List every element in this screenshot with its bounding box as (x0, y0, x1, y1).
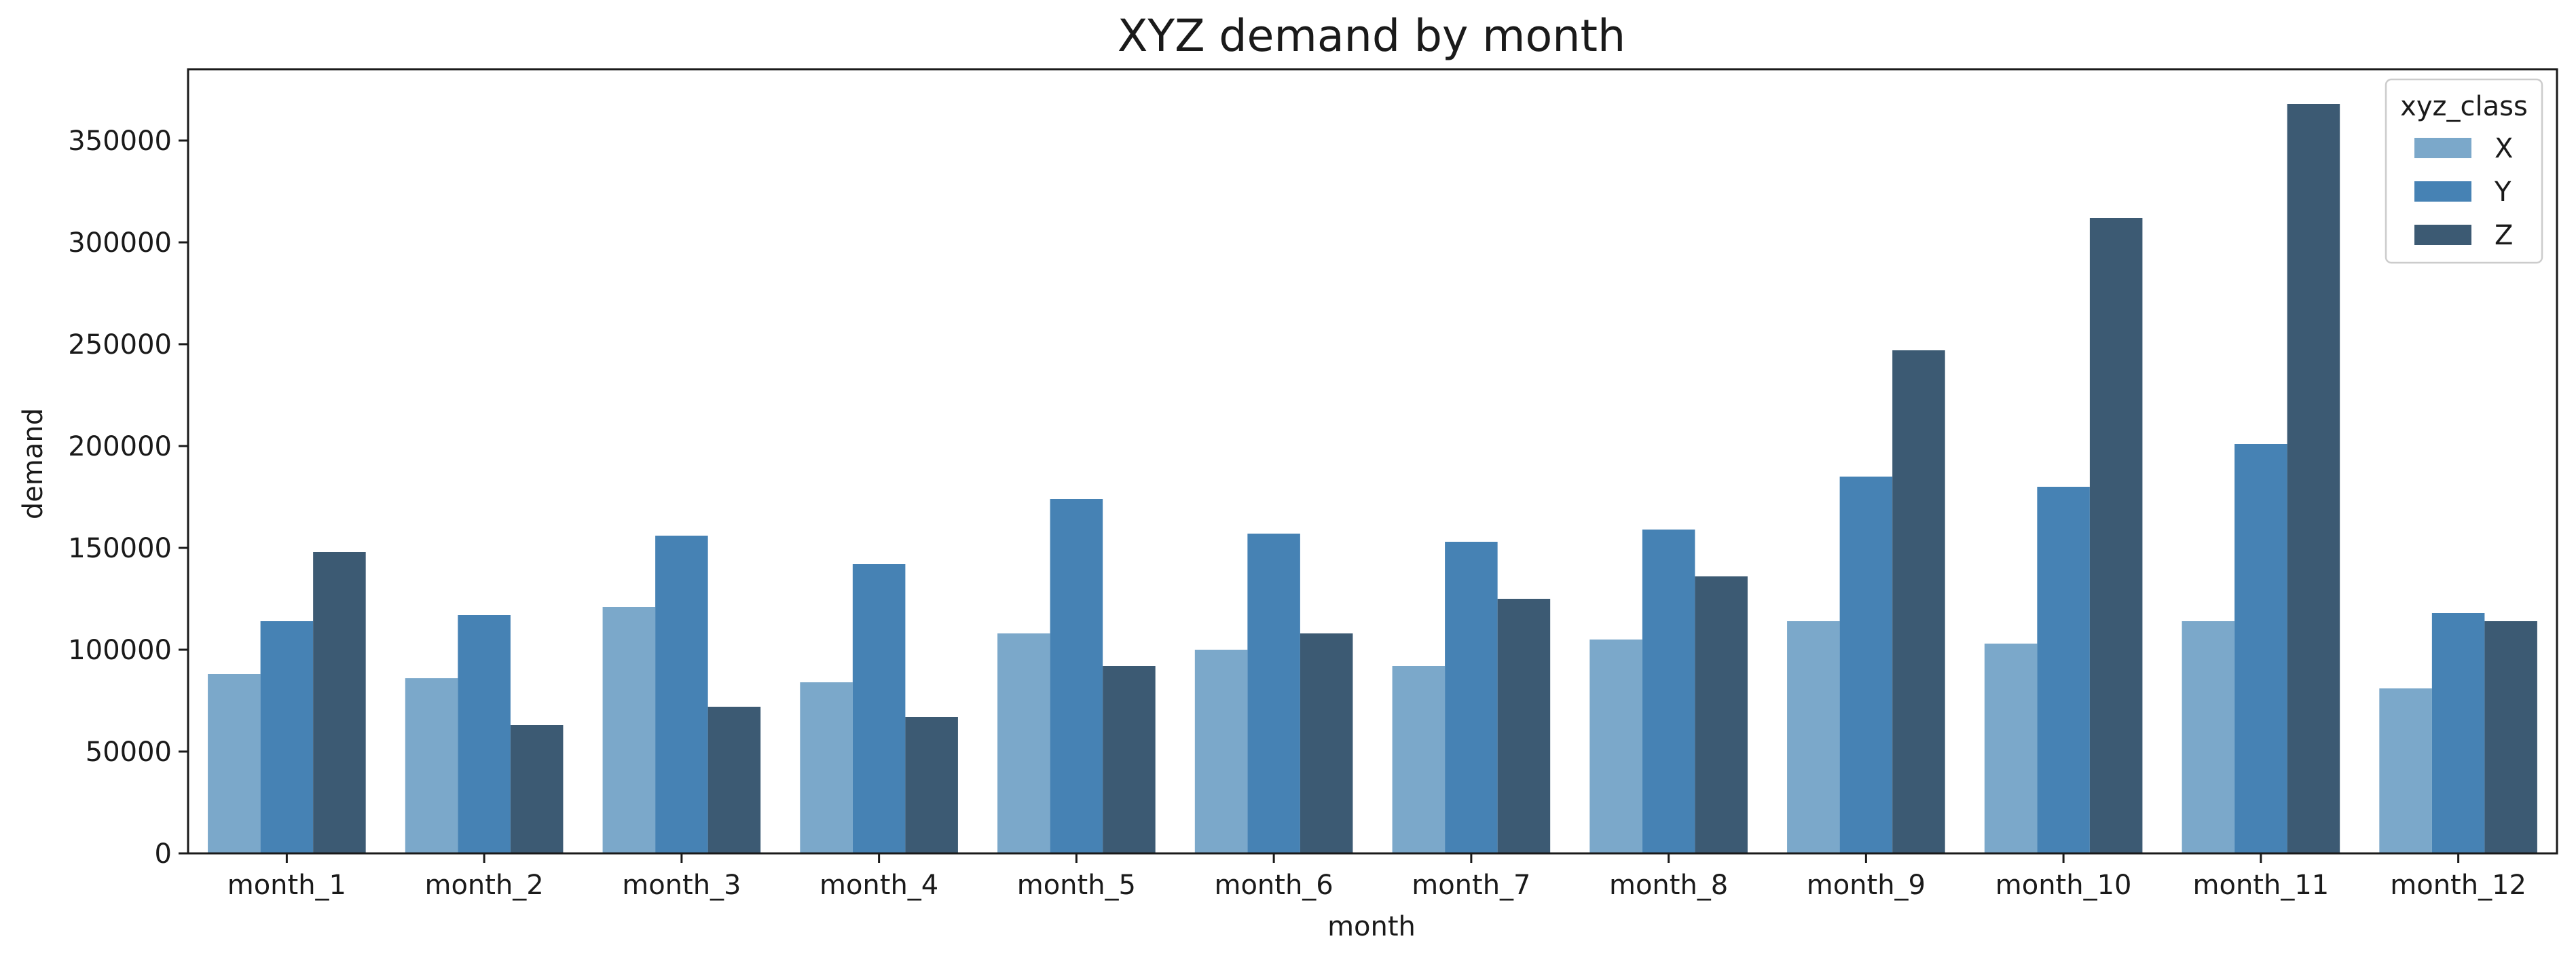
bar-Z-month_5 (1103, 666, 1156, 853)
legend: xyz_class XYZ (2385, 78, 2543, 264)
bar-Z-month_3 (707, 707, 761, 853)
bar-X-month_6 (1194, 650, 1248, 853)
x-tick-label: month_5 (1017, 870, 1136, 901)
x-tick-label: month_11 (2193, 870, 2330, 901)
bar-X-month_1 (208, 674, 261, 853)
x-tick-label: month_2 (424, 870, 543, 901)
x-tick-label: month_8 (1609, 870, 1728, 901)
bar-Y-month_3 (655, 536, 708, 853)
legend-label-Y: Y (2494, 177, 2511, 208)
bar-Z-month_1 (313, 552, 366, 853)
bar-Y-month_10 (2037, 487, 2090, 853)
bar-Y-month_9 (1839, 477, 1893, 853)
bar-Y-month_6 (1247, 534, 1300, 853)
bar-X-month_5 (997, 633, 1050, 853)
bar-Y-month_1 (260, 621, 314, 853)
x-axis: month_1 month_2 month_3 month_4 month_5 month… (227, 853, 2526, 901)
bar-X-month_12 (2379, 688, 2432, 853)
bar-Z-month_8 (1695, 576, 1748, 853)
x-tick-label: month_10 (1995, 870, 2132, 901)
bar-Z-month_4 (905, 717, 958, 853)
legend-label-Z: Z (2495, 220, 2513, 251)
y-tick-label: 0 (155, 838, 172, 870)
y-tick-label: 350000 (68, 126, 172, 157)
legend-swatch-Y (2414, 181, 2471, 202)
bar-Y-month_12 (2431, 613, 2485, 853)
legend-swatch-X (2414, 138, 2471, 158)
bar-X-month_10 (1984, 644, 2038, 853)
bar-X-month_4 (800, 682, 853, 853)
x-axis-label: month (1327, 911, 1416, 942)
x-tick-label: month_4 (820, 870, 938, 901)
bar-X-month_2 (405, 678, 458, 853)
bar-X-month_9 (1787, 621, 1840, 853)
x-tick-label: month_7 (1412, 870, 1530, 901)
legend-label-X: X (2495, 133, 2513, 164)
x-tick-label: month_9 (1807, 870, 1926, 901)
bar-Z-month_10 (2089, 218, 2143, 853)
y-tick-label: 150000 (68, 533, 172, 564)
bar-Y-month_8 (1642, 530, 1695, 853)
legend-swatch-Z (2414, 225, 2471, 245)
plot-frame (187, 68, 2558, 855)
bar-Y-month_11 (2234, 444, 2287, 853)
x-tick-label: month_6 (1214, 870, 1333, 901)
bar-Y-month_7 (1445, 542, 1498, 853)
y-tick-label: 100000 (68, 635, 172, 666)
bar-Z-month_11 (2287, 104, 2340, 853)
bar-group (208, 104, 2537, 853)
bar-Z-month_2 (510, 725, 564, 853)
legend-box (2385, 78, 2543, 264)
y-tick-label: 200000 (68, 431, 172, 462)
chart-title: XYZ demand by month (1118, 11, 1625, 62)
bar-X-month_3 (602, 607, 656, 853)
y-tick-label: 300000 (68, 227, 172, 259)
legend-title: xyz_class (2400, 91, 2528, 122)
bar-Z-month_6 (1300, 633, 1353, 853)
bar-Y-month_4 (852, 564, 906, 853)
bar-Z-month_12 (2484, 621, 2537, 853)
y-axis: 0 50000 100000 150000 200000 250000 300000 3500… (68, 126, 188, 870)
y-tick-label: 250000 (68, 329, 172, 360)
x-tick-label: month_3 (622, 870, 741, 901)
bar-Z-month_7 (1497, 599, 1551, 853)
x-tick-label: month_12 (2390, 870, 2526, 901)
bar-Z-month_9 (1892, 350, 1945, 853)
bar-X-month_11 (2182, 621, 2235, 853)
bar-Y-month_5 (1050, 499, 1103, 853)
x-tick-label: month_1 (227, 870, 346, 901)
y-tick-label: 50000 (86, 737, 172, 768)
bar-X-month_7 (1392, 666, 1446, 853)
bar-X-month_8 (1589, 640, 1642, 853)
bar-Y-month_2 (458, 615, 511, 853)
y-axis-label: demand (18, 408, 49, 519)
